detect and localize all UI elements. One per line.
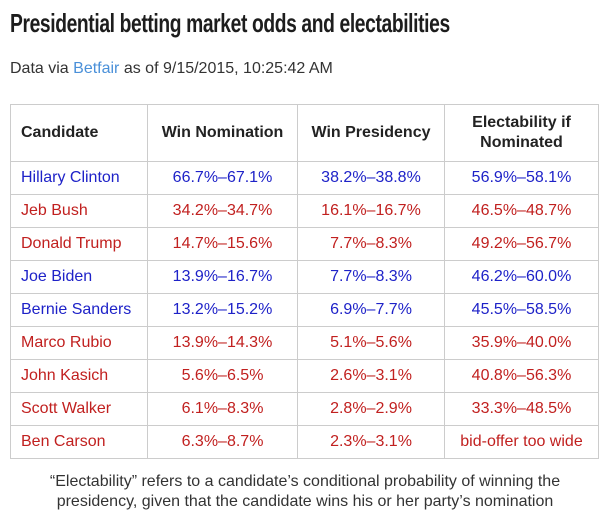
electability-value: 33.3%–48.5% [444, 392, 599, 426]
electability-value: 46.2%–60.0% [444, 260, 599, 294]
electability-value: 40.8%–56.3% [444, 359, 599, 393]
odds-table-body: Hillary Clinton 66.7%–67.1% 38.2%–38.8% … [10, 161, 599, 459]
column-header-candidate: Candidate [10, 104, 148, 162]
header-row: Candidate Win Nomination Win Presidency … [10, 104, 599, 162]
electability-value: 49.2%–56.7% [444, 227, 599, 261]
electability-value: bid-offer too wide [444, 425, 599, 459]
win-presidency-value: 2.8%–2.9% [297, 392, 445, 426]
electability-value: 46.5%–48.7% [444, 194, 599, 228]
win-nomination-value: 6.1%–8.3% [147, 392, 298, 426]
odds-table-header: Candidate Win Nomination Win Presidency … [10, 104, 599, 162]
betfair-link[interactable]: Betfair [73, 60, 120, 77]
win-nomination-value: 6.3%–8.7% [147, 425, 298, 459]
table-row: Bernie Sanders 13.2%–15.2% 6.9%–7.7% 45.… [10, 293, 599, 327]
win-presidency-value: 6.9%–7.7% [297, 293, 445, 327]
win-nomination-value: 13.2%–15.2% [147, 293, 298, 327]
electability-value: 56.9%–58.1% [444, 161, 599, 195]
source-prefix: Data via [10, 60, 74, 77]
win-presidency-value: 5.1%–5.6% [297, 326, 445, 360]
table-row: Jeb Bush 34.2%–34.7% 16.1%–16.7% 46.5%–4… [10, 194, 599, 228]
page-title-text: Presidential betting market odds and ele… [10, 8, 450, 38]
candidate-name: Hillary Clinton [10, 161, 148, 195]
column-header-electability: Electability if Nominated [444, 104, 599, 162]
win-presidency-value: 2.6%–3.1% [297, 359, 445, 393]
candidate-name: Ben Carson [10, 425, 148, 459]
win-presidency-value: 7.7%–8.3% [297, 260, 445, 294]
data-source-line: Data via Betfair as of 9/15/2015, 10:25:… [10, 60, 600, 78]
table-row: Joe Biden 13.9%–16.7% 7.7%–8.3% 46.2%–60… [10, 260, 599, 294]
win-nomination-value: 14.7%–15.6% [147, 227, 298, 261]
table-row: Ben Carson 6.3%–8.7% 2.3%–3.1% bid-offer… [10, 425, 599, 459]
footnote: “Electability” refers to a candidate’s c… [49, 473, 561, 510]
win-presidency-value: 2.3%–3.1% [297, 425, 445, 459]
win-presidency-value: 38.2%–38.8% [297, 161, 445, 195]
win-nomination-value: 13.9%–14.3% [147, 326, 298, 360]
candidate-name: Donald Trump [10, 227, 148, 261]
electability-value: 45.5%–58.5% [444, 293, 599, 327]
table-row: Scott Walker 6.1%–8.3% 2.8%–2.9% 33.3%–4… [10, 392, 599, 426]
candidate-name: Joe Biden [10, 260, 148, 294]
column-header-win-nomination: Win Nomination [147, 104, 298, 162]
win-nomination-value: 5.6%–6.5% [147, 359, 298, 393]
electability-value: 35.9%–40.0% [444, 326, 599, 360]
page-title: Presidential betting market odds and ele… [10, 0, 600, 39]
candidate-name: Marco Rubio [10, 326, 148, 360]
table-row: Donald Trump 14.7%–15.6% 7.7%–8.3% 49.2%… [10, 227, 599, 261]
candidate-name: Bernie Sanders [10, 293, 148, 327]
win-nomination-value: 34.2%–34.7% [147, 194, 298, 228]
column-header-win-presidency: Win Presidency [297, 104, 445, 162]
source-timestamp: as of 9/15/2015, 10:25:42 AM [119, 60, 333, 77]
win-presidency-value: 16.1%–16.7% [297, 194, 445, 228]
table-row: Marco Rubio 13.9%–14.3% 5.1%–5.6% 35.9%–… [10, 326, 599, 360]
candidate-name: Scott Walker [10, 392, 148, 426]
win-presidency-value: 7.7%–8.3% [297, 227, 445, 261]
candidate-name: Jeb Bush [10, 194, 148, 228]
win-nomination-value: 13.9%–16.7% [147, 260, 298, 294]
candidate-name: John Kasich [10, 359, 148, 393]
win-nomination-value: 66.7%–67.1% [147, 161, 298, 195]
odds-table: Candidate Win Nomination Win Presidency … [10, 104, 599, 459]
table-row: John Kasich 5.6%–6.5% 2.6%–3.1% 40.8%–56… [10, 359, 599, 393]
table-row: Hillary Clinton 66.7%–67.1% 38.2%–38.8% … [10, 161, 599, 195]
